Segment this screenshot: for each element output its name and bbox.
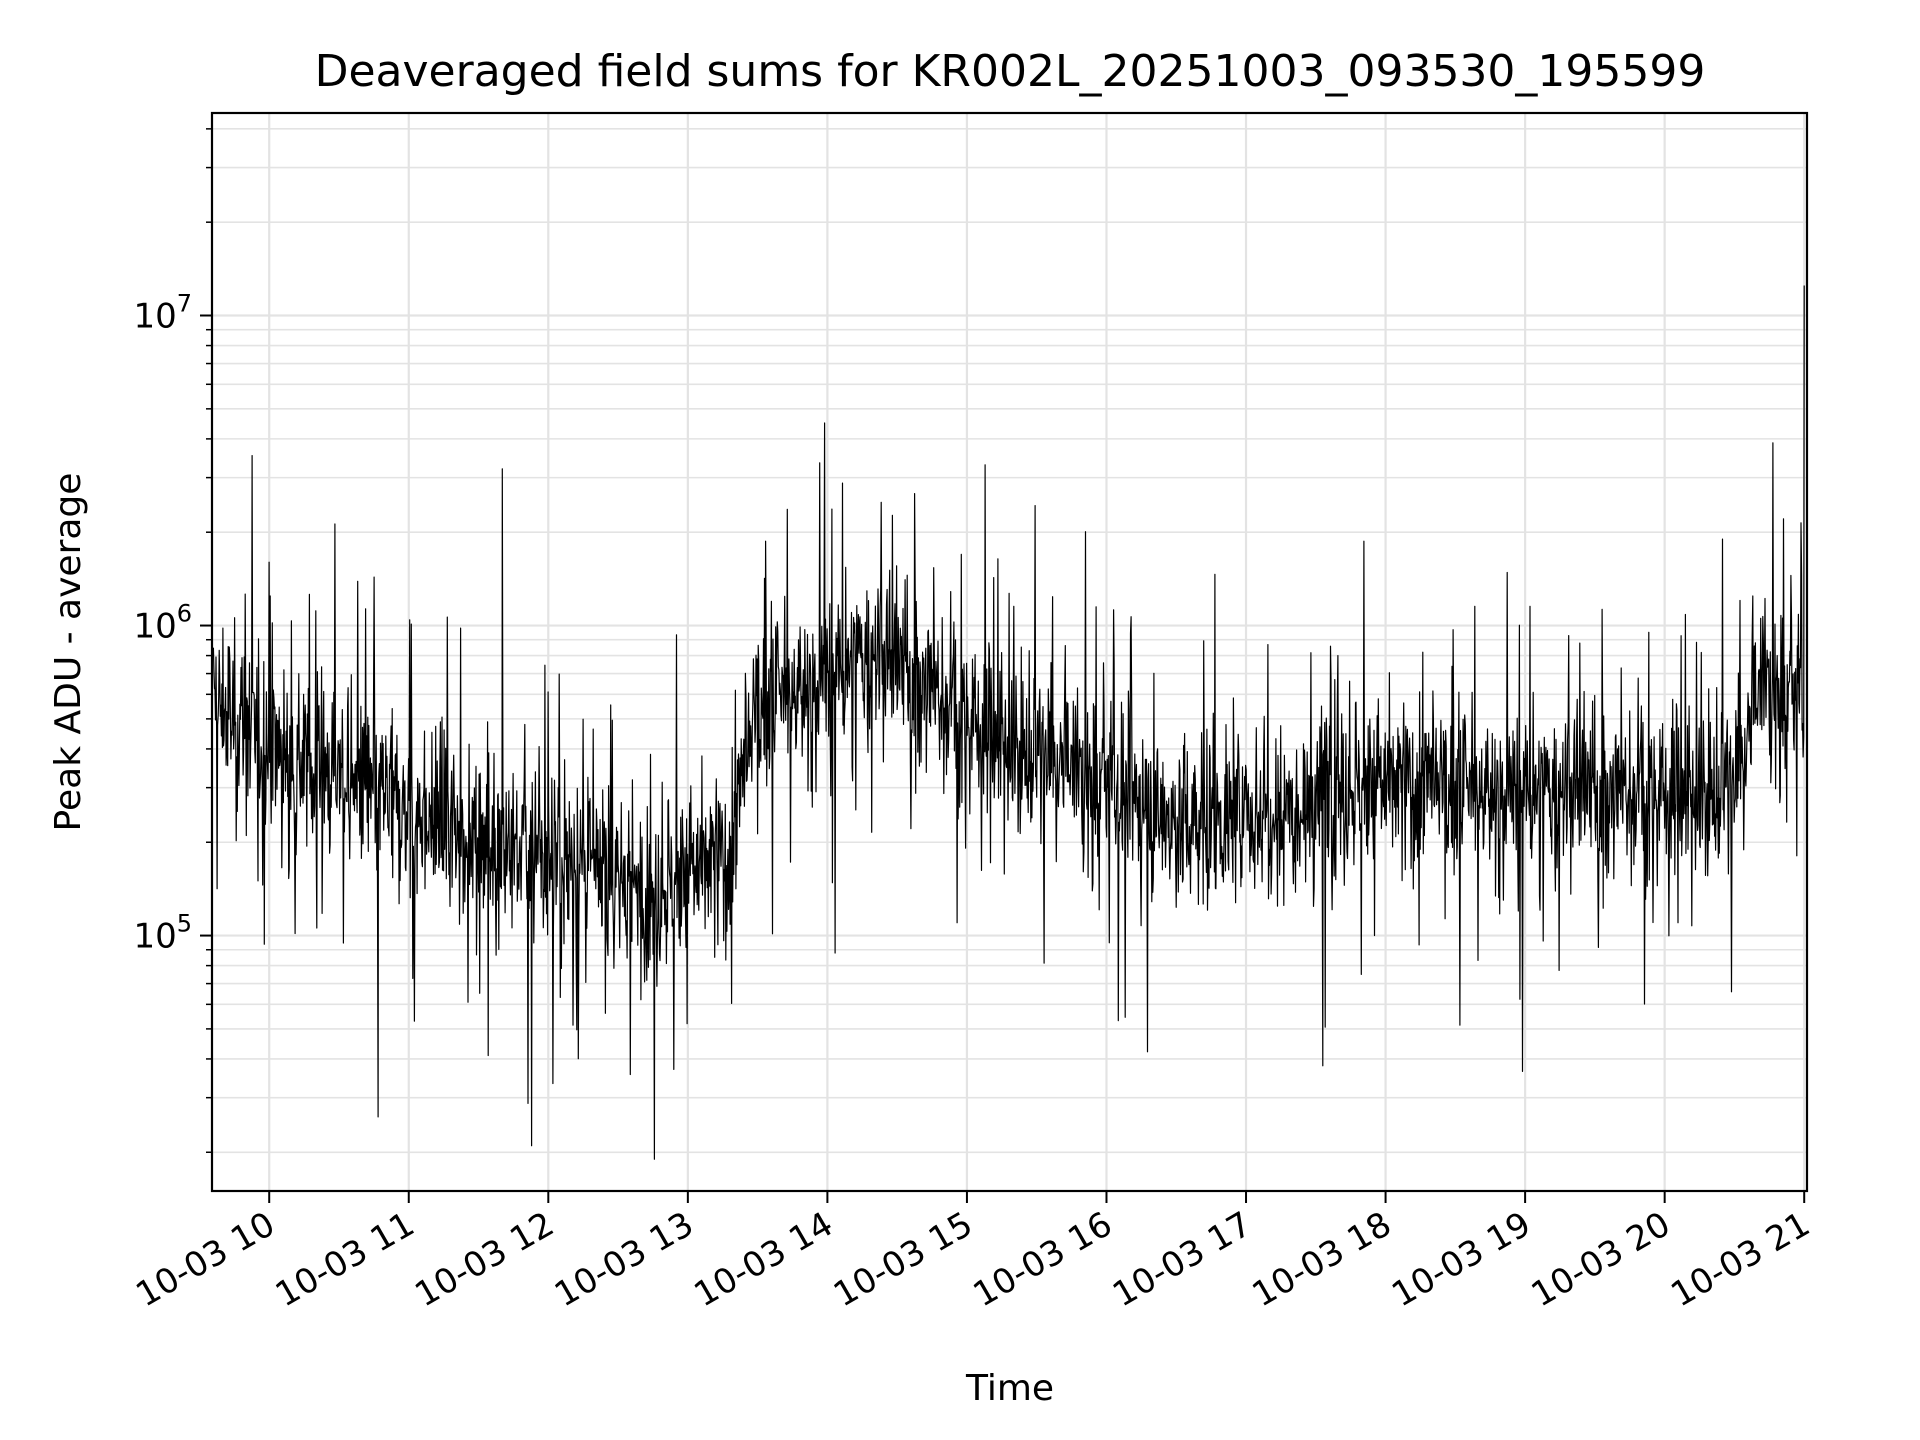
y-axis-label: Peak ADU - average <box>48 473 89 832</box>
data-trace <box>212 285 1805 1160</box>
x-axis-label: Time <box>965 1368 1054 1409</box>
y-tick-label: 105 <box>133 910 192 957</box>
y-tick-label: 106 <box>133 600 192 647</box>
y-tick-label: 107 <box>133 290 192 337</box>
x-tick-label: 10-03 14 <box>688 1204 840 1315</box>
x-tick-label: 10-03 17 <box>1106 1204 1258 1315</box>
x-tick-label: 10-03 18 <box>1246 1204 1398 1315</box>
chart-title: Deaveraged field sums for KR002L_2025100… <box>315 46 1706 97</box>
x-tick-label: 10-03 10 <box>129 1204 281 1315</box>
x-tick-label: 10-03 21 <box>1664 1204 1816 1315</box>
x-tick-label: 10-03 12 <box>408 1204 560 1315</box>
x-tick-label: 10-03 19 <box>1385 1204 1537 1315</box>
x-tick-label: 10-03 15 <box>827 1204 979 1315</box>
x-tick-label: 10-03 11 <box>269 1204 421 1315</box>
plot-frame <box>210 111 1809 1193</box>
x-tick-label: 10-03 13 <box>548 1204 700 1315</box>
x-tick-label: 10-03 20 <box>1525 1204 1677 1315</box>
x-tick-label: 10-03 16 <box>967 1204 1119 1315</box>
y-axis-ticks: 105 106 107 <box>133 128 212 1154</box>
series-line <box>212 285 1805 1160</box>
